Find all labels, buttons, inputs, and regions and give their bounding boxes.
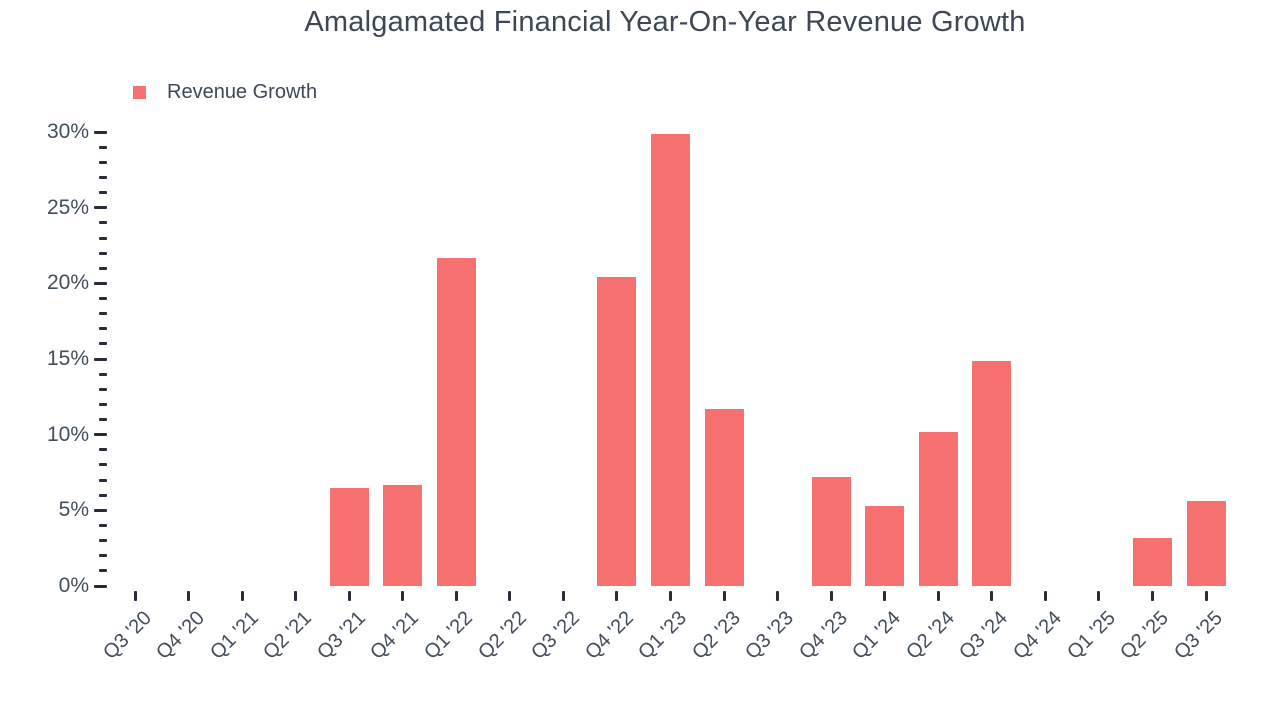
y-minor-tick bbox=[99, 221, 107, 225]
x-tick bbox=[722, 591, 726, 601]
y-minor-tick bbox=[99, 493, 107, 497]
x-tick bbox=[669, 591, 672, 601]
bar-q4-23[interactable] bbox=[811, 477, 851, 586]
bar-q2-24[interactable] bbox=[918, 431, 958, 586]
chart-title: Amalgamated Financial Year-On-Year Reven… bbox=[304, 6, 1026, 38]
x-tick-label: Q4 '23 bbox=[794, 607, 852, 664]
y-major-tick bbox=[94, 206, 107, 210]
y-major-tick bbox=[94, 433, 107, 437]
y-minor-tick bbox=[99, 297, 107, 301]
y-major-tick bbox=[94, 130, 107, 134]
x-tick bbox=[990, 591, 994, 601]
y-tick-label: 15% bbox=[46, 347, 89, 371]
y-minor-tick bbox=[99, 387, 107, 391]
x-tick bbox=[508, 591, 512, 601]
x-tick bbox=[1204, 591, 1208, 601]
y-minor-tick bbox=[99, 418, 107, 422]
x-tick-label: Q3 '20 bbox=[98, 607, 156, 664]
x-tick-label: Q3 '21 bbox=[312, 607, 370, 664]
x-tick-label: Q4 '24 bbox=[1009, 607, 1066, 664]
x-tick bbox=[776, 591, 780, 601]
y-major-tick bbox=[94, 357, 107, 361]
x-tick-label: Q3 '23 bbox=[741, 607, 799, 664]
x-tick-label: Q2 '24 bbox=[902, 607, 959, 664]
bar-q1-24[interactable] bbox=[865, 505, 905, 586]
y-major-tick bbox=[94, 281, 107, 285]
x-tick-label: Q2 '21 bbox=[259, 607, 317, 664]
y-minor-tick bbox=[99, 478, 107, 482]
x-tick bbox=[829, 591, 833, 601]
x-tick-label: Q2 '22 bbox=[473, 607, 531, 664]
x-tick-label: Q2 '23 bbox=[687, 607, 745, 664]
y-minor-tick bbox=[99, 372, 107, 376]
y-major-tick bbox=[94, 584, 107, 588]
bar-q3-24[interactable] bbox=[972, 360, 1012, 586]
bar-q2-23[interactable] bbox=[704, 408, 744, 586]
x-tick bbox=[883, 591, 887, 601]
y-minor-tick bbox=[99, 402, 107, 406]
y-minor-tick bbox=[99, 327, 107, 331]
x-tick bbox=[936, 591, 940, 601]
x-tick bbox=[347, 591, 351, 601]
y-minor-tick bbox=[99, 251, 107, 255]
y-tick-label: 0% bbox=[58, 574, 89, 597]
y-tick-label: 30% bbox=[46, 120, 89, 144]
y-major-tick bbox=[94, 508, 107, 512]
bar-q2-25[interactable] bbox=[1132, 537, 1172, 586]
bar-q3-25[interactable] bbox=[1186, 501, 1226, 586]
bar-q4-22[interactable] bbox=[597, 277, 637, 586]
y-minor-tick bbox=[99, 266, 107, 270]
x-tick-label: Q2 '25 bbox=[1116, 607, 1173, 664]
x-tick-label: Q3 '22 bbox=[527, 607, 584, 664]
x-tick bbox=[240, 591, 244, 601]
x-tick bbox=[1043, 591, 1047, 601]
x-tick-label: Q4 '22 bbox=[580, 607, 638, 664]
x-tick-label: Q1 '25 bbox=[1062, 607, 1120, 664]
y-minor-tick bbox=[99, 554, 107, 558]
x-tick bbox=[454, 591, 458, 601]
y-minor-tick bbox=[99, 342, 107, 346]
legend-marker-square bbox=[133, 86, 146, 99]
bar-q1-23[interactable] bbox=[651, 133, 690, 586]
y-tick-label: 20% bbox=[46, 271, 89, 295]
x-tick-label: Q1 '22 bbox=[420, 607, 477, 664]
x-tick bbox=[1097, 591, 1101, 601]
y-tick-label: 25% bbox=[46, 195, 89, 219]
y-minor-tick bbox=[99, 191, 107, 195]
y-minor-tick bbox=[99, 539, 107, 543]
x-tick bbox=[1150, 591, 1154, 601]
bar-q3-21[interactable] bbox=[329, 487, 369, 586]
y-minor-tick bbox=[99, 160, 107, 164]
x-tick bbox=[615, 591, 619, 601]
y-minor-tick bbox=[99, 145, 107, 149]
x-tick-label: Q3 '25 bbox=[1169, 607, 1227, 664]
y-minor-tick bbox=[99, 448, 107, 452]
x-tick bbox=[561, 591, 565, 601]
y-tick-label: 10% bbox=[46, 422, 89, 446]
x-tick-label: Q4 '21 bbox=[366, 607, 424, 664]
x-tick bbox=[133, 591, 137, 601]
y-tick-label: 5% bbox=[58, 498, 89, 522]
x-tick bbox=[187, 591, 191, 601]
x-tick-label: Q4 '20 bbox=[152, 607, 210, 664]
x-tick-label: Q1 '24 bbox=[848, 607, 906, 664]
x-tick-label: Q3 '24 bbox=[955, 607, 1013, 664]
bar-q4-21[interactable] bbox=[383, 484, 423, 586]
bar-q1-22[interactable] bbox=[436, 257, 476, 586]
legend-label: Revenue Growth bbox=[167, 81, 318, 103]
x-tick-label: Q1 '23 bbox=[634, 607, 692, 664]
x-tick-label: Q1 '21 bbox=[205, 607, 263, 664]
y-minor-tick bbox=[99, 312, 107, 316]
x-tick bbox=[294, 591, 298, 601]
y-minor-tick bbox=[99, 463, 107, 467]
legend-item-revenue-growth[interactable]: Revenue Growth bbox=[133, 81, 317, 104]
y-minor-tick bbox=[99, 236, 107, 240]
x-tick bbox=[401, 591, 405, 601]
y-minor-tick bbox=[99, 175, 107, 179]
y-minor-tick bbox=[99, 523, 107, 527]
y-minor-tick bbox=[99, 569, 107, 573]
